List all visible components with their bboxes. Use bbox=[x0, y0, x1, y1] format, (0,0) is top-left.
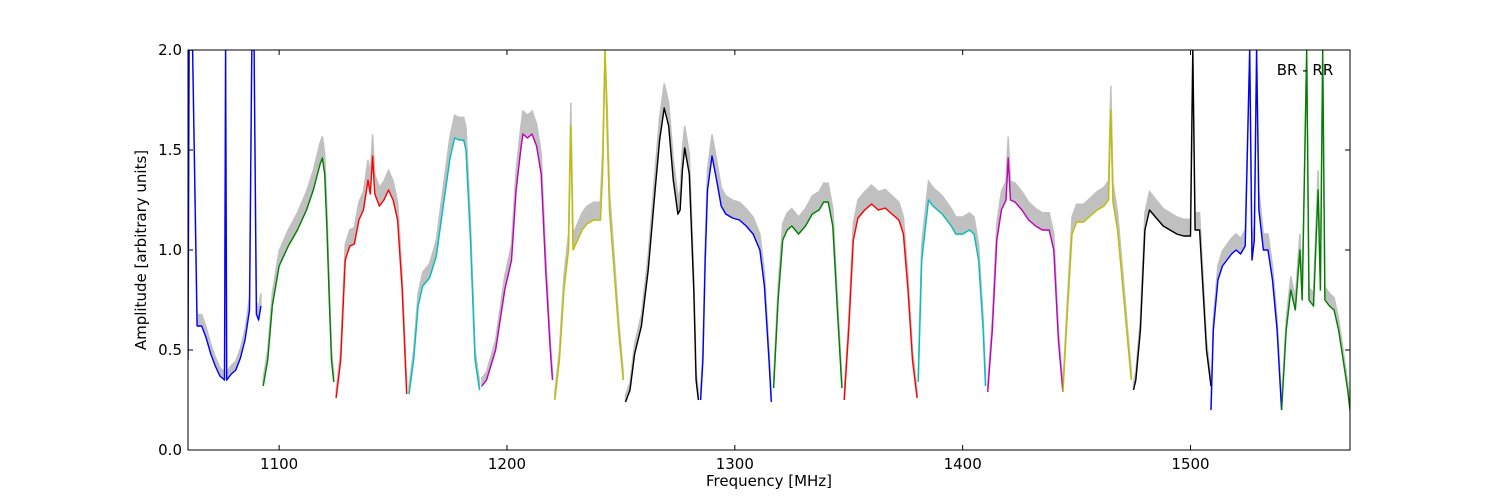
series-line-6 bbox=[624, 107, 700, 403]
series-line-3 bbox=[408, 137, 481, 395]
x-tick-label: 1200 bbox=[488, 455, 526, 473]
series-line-15 bbox=[1280, 50, 1350, 411]
x-tick-label: 1100 bbox=[260, 455, 298, 473]
series-line-5 bbox=[554, 50, 624, 401]
series-line-10 bbox=[917, 199, 987, 387]
x-axis-label: Frequency [MHz] bbox=[706, 472, 832, 490]
x-tick-label: 1400 bbox=[944, 455, 982, 473]
axis-ticks: 1100 1200 1300 1400 1500 0.0 0.5 1.0 1.5 2.0 bbox=[158, 41, 1350, 473]
y-tick-label: 2.0 bbox=[158, 41, 182, 59]
annotation-label: BR - RR bbox=[1277, 61, 1334, 79]
series-line-13 bbox=[1132, 50, 1212, 391]
plot-frame bbox=[187, 49, 1351, 451]
series-line-2 bbox=[335, 155, 408, 399]
series-line-11 bbox=[987, 157, 1064, 393]
series-line-12 bbox=[1062, 109, 1132, 393]
series-line-8 bbox=[772, 201, 843, 389]
y-tick-label: 1.0 bbox=[158, 241, 182, 259]
y-tick-label: 0.5 bbox=[158, 341, 182, 359]
series-line-4 bbox=[481, 133, 554, 387]
y-tick-label: 1.5 bbox=[158, 141, 182, 159]
series-line-7 bbox=[699, 155, 772, 403]
y-tick-label: 0.0 bbox=[158, 441, 182, 459]
x-tick-label: 1500 bbox=[1171, 455, 1209, 473]
y-axis-label: Amplitude [arbitrary units] bbox=[132, 150, 150, 350]
series-line-0 bbox=[188, 50, 262, 381]
x-tick-label: 1300 bbox=[716, 455, 754, 473]
series-layer bbox=[188, 50, 1350, 411]
series-line-9 bbox=[843, 203, 918, 401]
series-line-1 bbox=[262, 157, 335, 387]
series-line-14 bbox=[1210, 50, 1283, 411]
